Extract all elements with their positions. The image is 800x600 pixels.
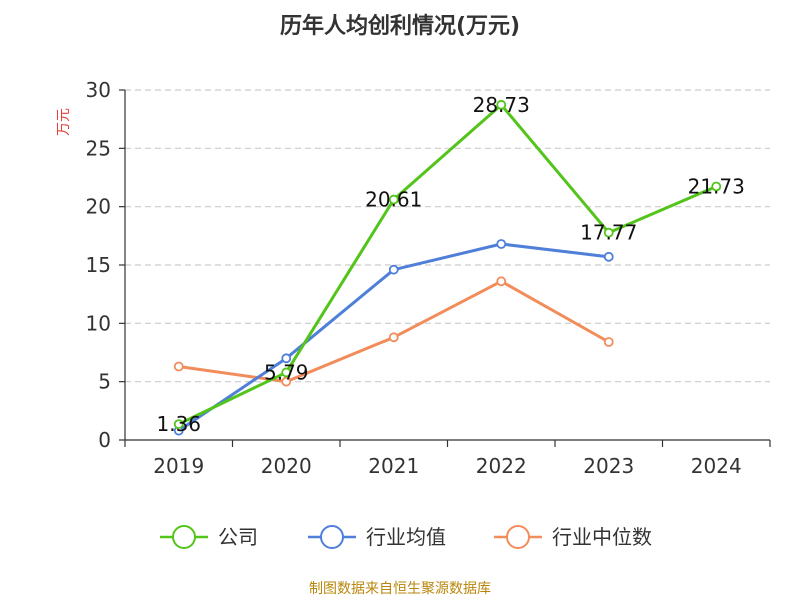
legend-marker bbox=[172, 525, 196, 549]
data-label: 17.77 bbox=[580, 221, 637, 245]
data-point bbox=[388, 332, 399, 343]
y-tick-label: 30 bbox=[86, 78, 111, 102]
x-tick-label: 2020 bbox=[261, 454, 312, 478]
data-point bbox=[496, 276, 507, 287]
y-axis-unit-label: 万元 bbox=[56, 108, 72, 136]
data-point bbox=[173, 419, 184, 430]
y-tick-label: 20 bbox=[86, 195, 111, 219]
series-line-0 bbox=[178, 103, 717, 426]
y-tick-label: 0 bbox=[98, 428, 111, 452]
chart-title: 历年人均创利情况(万元) bbox=[279, 14, 521, 39]
data-point bbox=[603, 337, 614, 347]
legend-label: 行业均值 bbox=[366, 525, 446, 549]
x-tick-label: 2024 bbox=[691, 454, 742, 478]
y-tick-label: 5 bbox=[98, 370, 111, 394]
data-label: 28.73 bbox=[473, 93, 530, 117]
data-label: 5.79 bbox=[264, 360, 309, 384]
series-line-2 bbox=[178, 279, 610, 384]
data-point bbox=[281, 376, 292, 387]
data-label: 20.61 bbox=[365, 188, 422, 212]
data-point bbox=[388, 194, 399, 205]
x-tick-label: 2023 bbox=[583, 454, 634, 478]
data-point bbox=[711, 181, 722, 192]
data-point bbox=[388, 264, 399, 275]
x-tick-label: 2022 bbox=[476, 454, 527, 478]
data-point bbox=[603, 251, 614, 262]
data-label: 21.73 bbox=[688, 174, 745, 198]
legend-marker bbox=[506, 525, 530, 549]
data-point bbox=[281, 367, 292, 378]
data-point bbox=[496, 99, 507, 110]
legend-marker bbox=[320, 525, 344, 549]
source-note: 制图数据来自恒生聚源数据库 bbox=[309, 581, 491, 597]
data-label: 1.36 bbox=[156, 412, 201, 436]
data-point bbox=[496, 239, 507, 249]
y-tick-label: 15 bbox=[86, 253, 111, 277]
y-tick-label: 10 bbox=[86, 311, 111, 335]
data-point bbox=[603, 227, 614, 238]
legend-label: 公司 bbox=[218, 525, 258, 549]
data-point bbox=[173, 361, 184, 372]
x-tick-label: 2021 bbox=[368, 454, 419, 478]
legend-label: 行业中位数 bbox=[552, 525, 652, 549]
x-tick-label: 2019 bbox=[153, 454, 204, 478]
data-point bbox=[281, 353, 292, 364]
y-tick-label: 25 bbox=[86, 136, 111, 160]
